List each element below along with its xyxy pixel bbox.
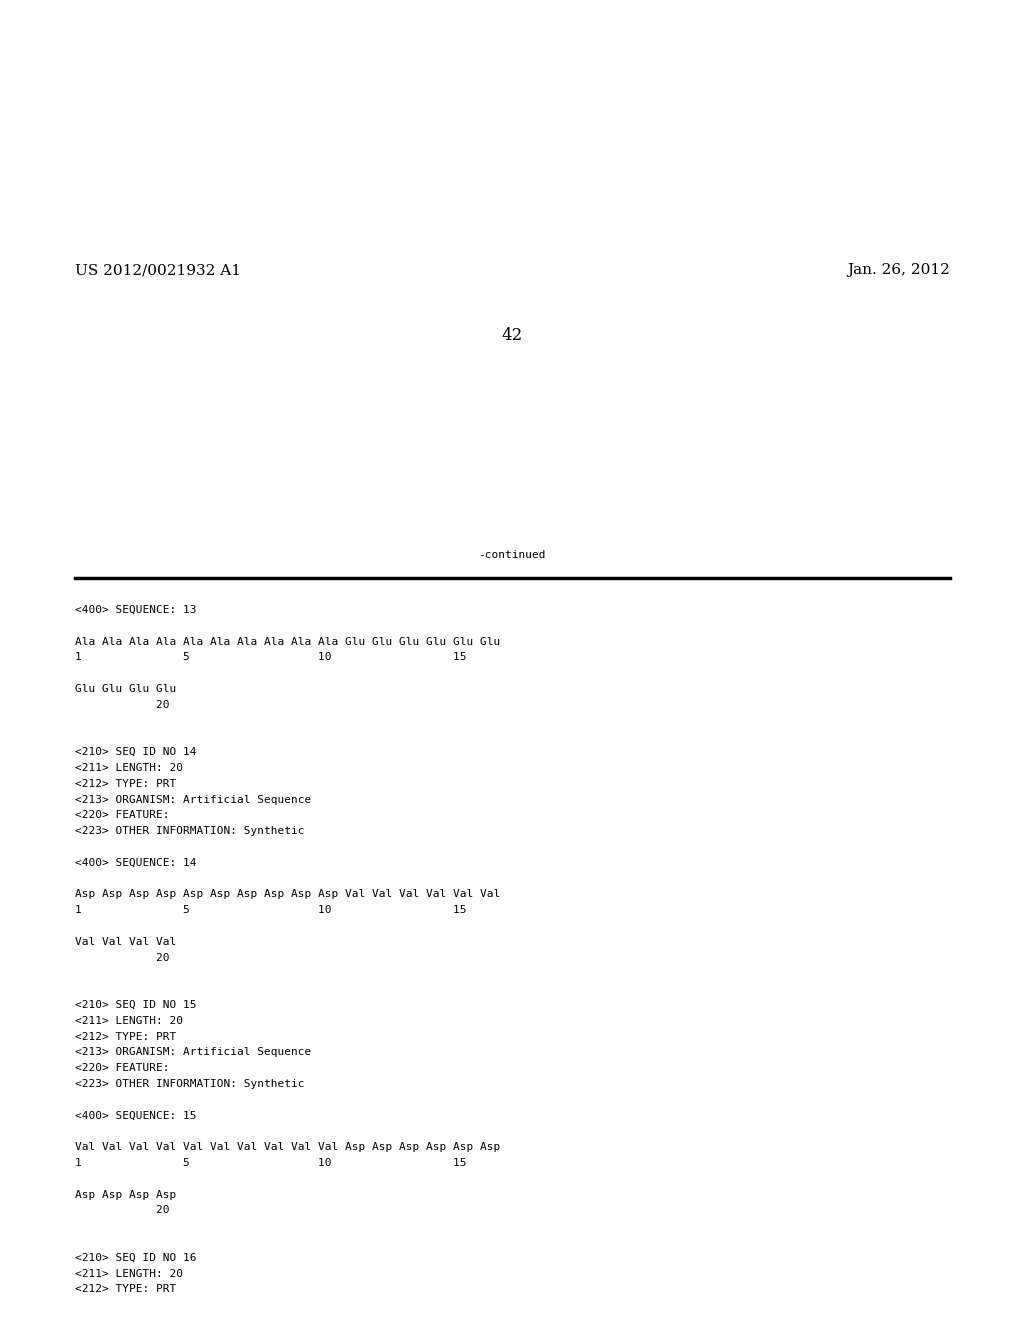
Text: 1               5                   10                  15: 1 5 10 15 [75,652,467,663]
Text: <213> ORGANISM: Artificial Sequence: <213> ORGANISM: Artificial Sequence [75,1047,311,1057]
Text: 1               5                   10                  15: 1 5 10 15 [75,906,467,915]
Text: <211> LENGTH: 20: <211> LENGTH: 20 [75,763,183,774]
Text: <223> OTHER INFORMATION: Synthetic: <223> OTHER INFORMATION: Synthetic [75,826,304,836]
Text: <212> TYPE: PRT: <212> TYPE: PRT [75,1284,176,1295]
Text: <400> SEQUENCE: 14: <400> SEQUENCE: 14 [75,858,197,867]
Text: -continued: -continued [478,550,546,560]
Text: <210> SEQ ID NO 16: <210> SEQ ID NO 16 [75,1253,197,1263]
Text: 20: 20 [75,700,170,710]
Text: 42: 42 [502,326,522,343]
Text: <210> SEQ ID NO 15: <210> SEQ ID NO 15 [75,1001,197,1010]
Text: <212> TYPE: PRT: <212> TYPE: PRT [75,1032,176,1041]
Text: <212> TYPE: PRT: <212> TYPE: PRT [75,779,176,789]
Text: <220> FEATURE:: <220> FEATURE: [75,810,170,821]
Text: Ala Ala Ala Ala Ala Ala Ala Ala Ala Ala Glu Glu Glu Glu Glu Glu: Ala Ala Ala Ala Ala Ala Ala Ala Ala Ala … [75,636,501,647]
Text: Jan. 26, 2012: Jan. 26, 2012 [847,263,950,277]
Text: Asp Asp Asp Asp: Asp Asp Asp Asp [75,1189,176,1200]
Text: <400> SEQUENCE: 15: <400> SEQUENCE: 15 [75,1110,197,1121]
Text: Asp Asp Asp Asp Asp Asp Asp Asp Asp Asp Val Val Val Val Val Val: Asp Asp Asp Asp Asp Asp Asp Asp Asp Asp … [75,890,501,899]
Text: <223> OTHER INFORMATION: Synthetic: <223> OTHER INFORMATION: Synthetic [75,1078,304,1089]
Text: 1               5                   10                  15: 1 5 10 15 [75,1158,467,1168]
Text: Glu Glu Glu Glu: Glu Glu Glu Glu [75,684,176,694]
Text: <400> SEQUENCE: 13: <400> SEQUENCE: 13 [75,605,197,615]
Text: 20: 20 [75,953,170,962]
Text: US 2012/0021932 A1: US 2012/0021932 A1 [75,263,241,277]
Text: <213> ORGANISM: Artificial Sequence: <213> ORGANISM: Artificial Sequence [75,795,311,805]
Text: <220> FEATURE:: <220> FEATURE: [75,1063,170,1073]
Text: 20: 20 [75,1205,170,1216]
Text: <211> LENGTH: 20: <211> LENGTH: 20 [75,1016,183,1026]
Text: <211> LENGTH: 20: <211> LENGTH: 20 [75,1269,183,1279]
Text: <210> SEQ ID NO 14: <210> SEQ ID NO 14 [75,747,197,758]
Text: Val Val Val Val Val Val Val Val Val Val Asp Asp Asp Asp Asp Asp: Val Val Val Val Val Val Val Val Val Val … [75,1142,501,1152]
Text: Val Val Val Val: Val Val Val Val [75,937,176,946]
